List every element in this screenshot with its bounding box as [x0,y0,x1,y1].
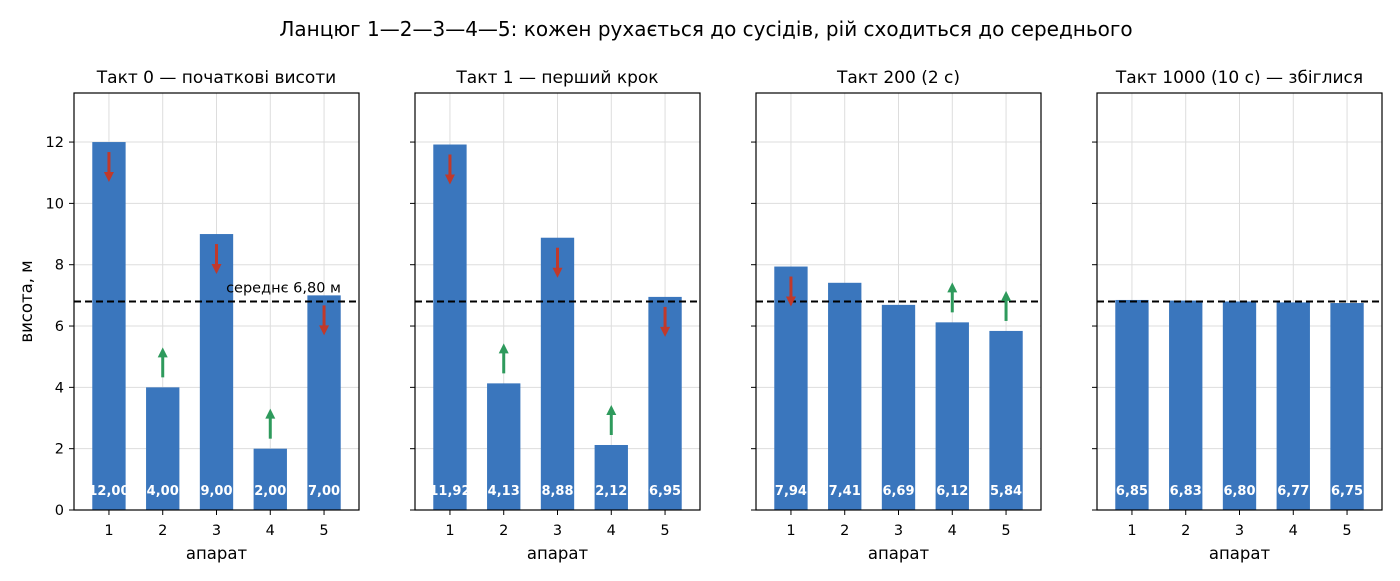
bar-value-label-3: 9,00 [200,484,232,499]
x-tick-label-2: 2 [1181,523,1190,539]
bar-1 [1115,299,1149,510]
x-axis-label: апарат [527,544,589,563]
x-tick-label-4: 4 [1289,523,1298,539]
bar-3 [1222,301,1257,510]
bar-value-label-3: 6,80 [1223,484,1255,499]
panel-title: Такт 1 — перший крок [455,68,658,88]
x-tick-label-4: 4 [266,523,275,539]
bar-4 [594,444,628,510]
y-tick-label-5: 10 [46,196,64,212]
panel-title: Такт 0 — початкові висоти [96,68,336,88]
bar-value-label-1: 6,85 [1116,484,1148,499]
bar-value-label-1: 12,00 [88,484,129,499]
bar-1 [92,142,126,510]
x-tick-label-2: 2 [499,523,508,539]
panel-0: середнє 6,80 м 12,00 4,00 9,00 2,00 7,00 0 2 4 6 8… [17,68,360,563]
bar-value-label-4: 6,12 [936,484,968,499]
x-tick-label-3: 3 [894,523,903,539]
x-tick-label-5: 5 [319,523,328,539]
x-tick-label-1: 1 [786,523,795,539]
x-tick-label-4: 4 [607,523,616,539]
bar-3 [199,234,234,510]
y-tick-label-6: 12 [46,135,64,151]
bar-value-label-5: 6,75 [1331,484,1363,499]
mean-label: середнє 6,80 м [226,281,341,297]
x-tick-label-4: 4 [948,523,957,539]
bar-5 [989,330,1023,510]
arrow-up-2 [157,347,168,378]
arrow-down-3 [552,247,563,278]
bar-value-label-3: 6,69 [882,484,914,499]
arrow-up-4 [947,282,958,313]
arrow-up-4 [606,404,617,435]
bar-value-label-1: 11,92 [429,484,470,499]
panel-title: Такт 200 (2 с) [836,68,960,88]
x-axis-label: апарат [186,544,248,563]
arrow-up-2 [498,343,509,374]
x-tick-label-1: 1 [445,523,454,539]
bar-value-label-4: 2,12 [595,484,627,499]
bar-value-label-5: 6,95 [649,484,681,499]
x-tick-label-2: 2 [158,523,167,539]
bar-value-label-1: 7,94 [775,484,807,499]
x-tick-label-3: 3 [1235,523,1244,539]
arrow-down-1 [444,154,455,185]
arrow-down-5 [660,306,671,337]
y-tick-label-2: 4 [55,380,64,396]
bar-1 [433,144,467,510]
figure-title: Ланцюг 1—2—3—4—5: кожен рухається до сус… [279,17,1132,41]
bar-4 [935,322,969,510]
bar-value-label-4: 2,00 [254,484,286,499]
x-tick-label-1: 1 [104,523,113,539]
arrow-down-3 [211,244,222,275]
arrow-down-1 [785,276,796,307]
y-tick-label-3: 6 [55,319,64,335]
bar-value-label-2: 6,83 [1170,484,1202,499]
bar-value-label-5: 5,84 [990,484,1022,499]
x-tick-label-5: 5 [660,523,669,539]
panel-title: Такт 1000 (10 с) — збіглися [1115,68,1363,88]
arrow-down-1 [103,152,114,183]
bar-2 [487,383,521,510]
x-tick-label-5: 5 [1001,523,1010,539]
bar-value-label-2: 7,41 [829,484,861,499]
arrow-down-5 [319,305,330,336]
x-axis-label: апарат [868,544,930,563]
y-tick-label-0: 0 [55,503,64,519]
bar-1 [774,266,808,510]
bar-4 [1276,302,1310,510]
x-tick-label-3: 3 [553,523,562,539]
bar-2 [146,387,180,510]
bar-4 [253,448,287,510]
x-axis-label: апарат [1209,544,1271,563]
bar-value-label-2: 4,00 [147,484,179,499]
x-tick-label-2: 2 [840,523,849,539]
y-axis-label: висота, м [17,260,36,342]
bar-3 [881,304,916,510]
y-tick-label-4: 8 [55,258,64,274]
arrow-up-4 [265,408,276,439]
panel-1: 11,92 4,13 8,88 2,12 6,95 1 2 3 4 5 Такт 1 — перши… [410,68,701,563]
panel-2: 7,94 7,41 6,69 6,12 5,84 1 2 3 4 5 Такт 200 (2 с) а… [751,68,1042,563]
bar-value-label-3: 8,88 [541,484,573,499]
x-tick-label-3: 3 [212,523,221,539]
bar-5 [1330,303,1364,510]
x-tick-label-5: 5 [1342,523,1351,539]
bar-2 [1169,300,1203,510]
panel-3: 6,85 6,83 6,80 6,77 6,75 1 2 3 4 5 Такт 1000 (10 с… [1092,68,1383,563]
bar-3 [540,237,575,511]
x-tick-label-1: 1 [1127,523,1136,539]
bar-value-label-4: 6,77 [1277,484,1309,499]
arrow-up-5 [1001,290,1012,321]
y-tick-label-1: 2 [55,442,64,458]
bar-value-label-5: 7,00 [308,484,340,499]
bar-2 [828,282,862,510]
bar-value-label-2: 4,13 [488,484,520,499]
